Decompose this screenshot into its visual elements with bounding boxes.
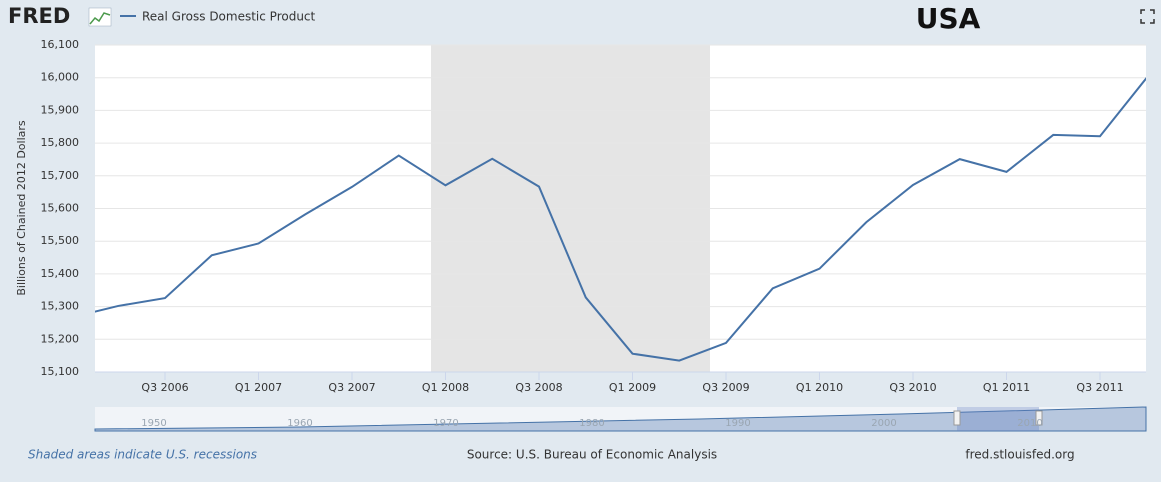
y-tick-label: 15,700 (41, 169, 80, 182)
source: Source: U.S. Bureau of Economic Analysis (467, 448, 717, 462)
navigator-label: 2000 (871, 418, 896, 429)
x-tick-label: Q1 2007 (235, 381, 282, 394)
x-tick-label: Q3 2007 (328, 381, 375, 394)
legend-label[interactable]: Real Gross Domestic Product (142, 10, 316, 24)
y-tick-label: 15,400 (41, 267, 80, 280)
y-tick-label: 15,600 (41, 202, 80, 215)
data-line (95, 77, 1146, 362)
y-tick-label: 15,800 (41, 136, 80, 149)
y-axis-label: Billions of Chained 2012 Dollars (15, 120, 28, 296)
x-tick-label: Q1 2009 (609, 381, 656, 394)
recession-note: Shaded areas indicate U.S. recessions (28, 448, 257, 462)
x-tick-label: Q3 2010 (889, 381, 936, 394)
navigator-label: 2010 (1017, 418, 1042, 429)
y-tick-label: 15,200 (41, 332, 80, 345)
x-tick-label: Q1 2008 (422, 381, 469, 394)
y-tick-label: 15,900 (41, 103, 80, 116)
x-tick-label: Q1 2010 (796, 381, 843, 394)
y-tick-label: 16,100 (41, 38, 80, 51)
logo-icon (88, 7, 112, 27)
fullscreen-icon[interactable] (1140, 9, 1155, 24)
x-tick-label: Q3 2008 (515, 381, 562, 394)
x-tick-label: Q3 2006 (141, 381, 188, 394)
navigator-label: 1960 (287, 418, 312, 429)
navigator[interactable]: 1950 1960 1970 1980 1990 2000 2010 (94, 406, 1147, 432)
site-link[interactable]: fred.stlouisfed.org (965, 448, 1074, 462)
badge: USA (916, 2, 981, 35)
navigator-label: 1980 (579, 418, 604, 429)
navigator-label: 1990 (725, 418, 750, 429)
logo: FRED (8, 4, 70, 28)
y-tick-label: 15,300 (41, 300, 80, 313)
x-tick-label: Q3 2011 (1076, 381, 1123, 394)
navigator-label: 1950 (141, 418, 166, 429)
navigator-label: 1970 (433, 418, 458, 429)
y-tick-label: 15,500 (41, 234, 80, 247)
y-tick-label: 15,100 (41, 365, 80, 378)
x-tick-label: Q3 2009 (702, 381, 749, 394)
y-tick-label: 16,000 (41, 71, 80, 84)
x-tick-label: Q1 2011 (983, 381, 1030, 394)
